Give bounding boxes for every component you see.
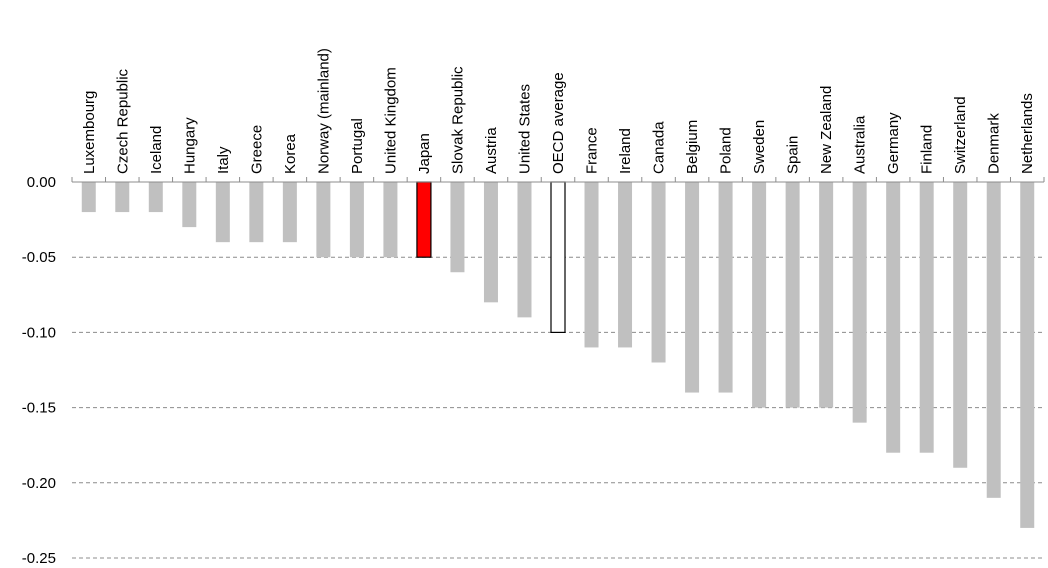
category-label: Greece (248, 125, 265, 174)
category-label: Spain (785, 136, 802, 174)
category-label: France (584, 127, 601, 174)
bar (852, 182, 867, 423)
category-label: Luxembourg (81, 91, 98, 174)
bar (584, 182, 599, 348)
bar (1020, 182, 1035, 528)
bar (282, 182, 297, 243)
bar (819, 182, 834, 408)
bar (81, 182, 96, 213)
category-label: Canada (651, 121, 668, 174)
bar (651, 182, 666, 363)
bar (752, 182, 767, 408)
category-label: Australia (852, 115, 869, 174)
bar (886, 182, 901, 453)
bar (718, 182, 733, 393)
bars (81, 181, 1035, 528)
bar (785, 182, 800, 408)
bar (953, 182, 968, 468)
x-axis (71, 177, 1045, 183)
y-axis-tick-labels: 0.00 -0.05 -0.10 -0.15 -0.20 -0.25 (22, 174, 56, 567)
bar (182, 182, 197, 228)
y-tick-label: -0.10 (22, 324, 56, 341)
bar (450, 182, 465, 273)
bar (349, 182, 364, 258)
bar (986, 182, 1001, 498)
bar (483, 182, 498, 303)
bar (249, 182, 264, 243)
category-label: United States (516, 84, 533, 174)
category-label: Netherlands (1019, 93, 1036, 174)
category-label: Germany (885, 112, 902, 174)
category-label: Slovak Republic (449, 66, 466, 174)
category-label: Japan (416, 133, 433, 174)
category-label: Sweden (751, 120, 768, 174)
y-tick-label: 0.00 (27, 174, 56, 191)
bar (416, 181, 432, 258)
bar (685, 182, 700, 393)
bar (316, 182, 331, 258)
category-label: Switzerland (952, 96, 969, 174)
category-label: Finland (919, 125, 936, 174)
bar (383, 182, 398, 258)
category-label: Korea (282, 133, 299, 174)
bar (919, 182, 934, 453)
category-labels: Luxembourg Czech Republic Iceland Hungary It… (81, 48, 1036, 174)
bar (517, 182, 532, 318)
y-tick-label: -0.20 (22, 475, 56, 492)
category-label: Austria (483, 127, 500, 174)
y-tick-label: -0.15 (22, 400, 56, 417)
category-label: Italy (215, 146, 232, 174)
category-label: Iceland (148, 126, 165, 174)
category-label: OECD average (550, 72, 567, 174)
bar (215, 182, 230, 243)
bar (618, 182, 633, 348)
category-label: Ireland (617, 128, 634, 174)
bar (550, 181, 566, 333)
y-tick-label: -0.25 (22, 550, 56, 567)
bar (148, 182, 163, 213)
category-label: Norway (mainland) (315, 48, 332, 174)
category-label: Denmark (986, 113, 1003, 174)
category-label: New Zealand (818, 86, 835, 174)
bar (115, 182, 130, 213)
category-label: Poland (718, 127, 735, 174)
y-tick-label: -0.05 (22, 249, 56, 266)
category-label: Belgium (684, 120, 701, 174)
category-label: Portugal (349, 118, 366, 174)
category-label: Czech Republic (114, 68, 131, 174)
category-label: Hungary (181, 117, 198, 174)
category-label: United Kingdom (382, 67, 399, 174)
